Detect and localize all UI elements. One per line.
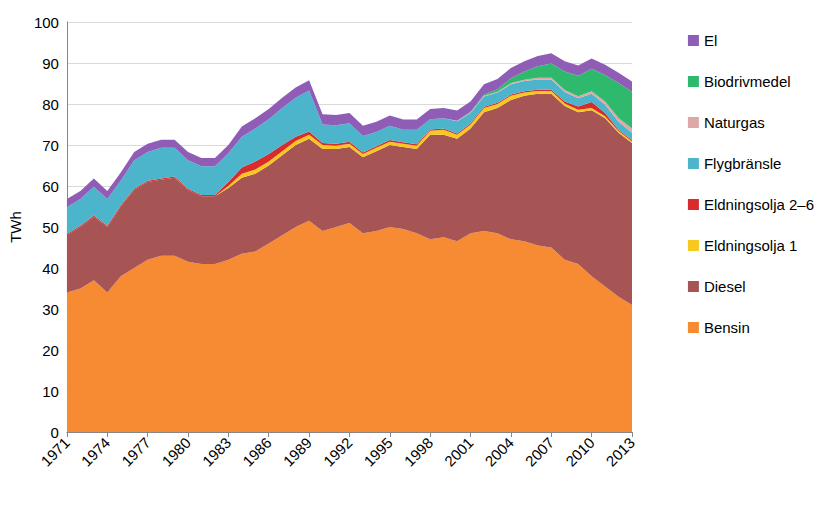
svg-text:Flygbränsle: Flygbränsle [704, 155, 782, 172]
svg-text:1989: 1989 [280, 434, 316, 470]
svg-text:0: 0 [50, 423, 59, 441]
svg-text:30: 30 [42, 301, 59, 318]
svg-text:Biodrivmedel: Biodrivmedel [704, 73, 791, 90]
svg-text:Eldningsolja 1: Eldningsolja 1 [704, 237, 797, 254]
svg-text:1992: 1992 [320, 434, 356, 470]
svg-text:10: 10 [42, 383, 59, 400]
svg-text:1995: 1995 [360, 434, 396, 470]
svg-text:90: 90 [42, 55, 59, 72]
svg-text:80: 80 [42, 96, 59, 113]
svg-text:50: 50 [42, 219, 59, 236]
svg-text:2004: 2004 [481, 434, 517, 470]
svg-text:60: 60 [42, 178, 59, 195]
svg-text:1971: 1971 [37, 434, 73, 470]
svg-text:20: 20 [42, 342, 59, 359]
svg-text:1986: 1986 [239, 434, 275, 470]
svg-text:Diesel: Diesel [704, 278, 746, 295]
svg-text:Naturgas: Naturgas [704, 114, 765, 131]
svg-text:Bensin: Bensin [704, 319, 750, 336]
svg-text:40: 40 [42, 260, 59, 277]
svg-text:Eldningsolja 2–6: Eldningsolja 2–6 [704, 196, 814, 213]
svg-text:100: 100 [34, 14, 59, 31]
svg-text:1980: 1980 [158, 434, 194, 470]
svg-text:1977: 1977 [118, 434, 154, 470]
svg-text:1998: 1998 [401, 434, 437, 470]
svg-text:2010: 2010 [562, 434, 598, 470]
svg-text:1983: 1983 [199, 434, 235, 470]
svg-text:70: 70 [42, 137, 59, 154]
svg-text:2013: 2013 [602, 434, 638, 470]
svg-text:2001: 2001 [441, 434, 477, 470]
svg-text:2007: 2007 [522, 434, 558, 470]
svg-text:TWh: TWh [7, 211, 24, 243]
svg-text:El: El [704, 32, 717, 49]
svg-text:1974: 1974 [78, 434, 114, 470]
